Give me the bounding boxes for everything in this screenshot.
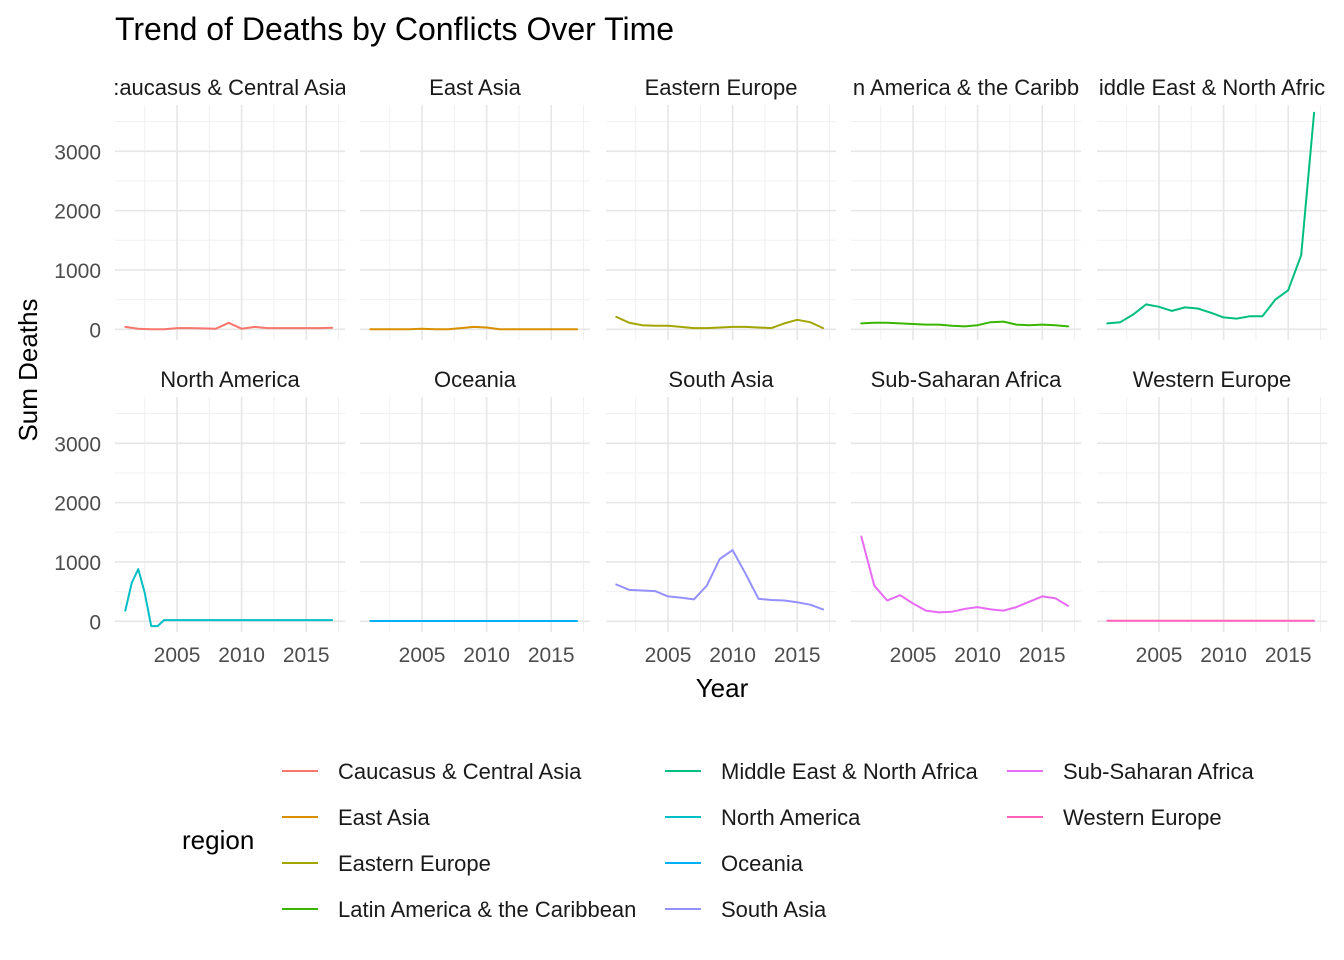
y-tick-label: 1000	[54, 552, 101, 575]
series-line	[615, 549, 825, 611]
legend-label: North America	[721, 805, 861, 830]
facet-strip-label: :aucasus & Central Asia	[113, 75, 347, 100]
facet-strip-label: South Asia	[668, 367, 774, 392]
facet-panel: n America & the Caribb	[851, 75, 1081, 340]
y-tick-label: 3000	[54, 433, 101, 456]
facet-strip-label: n America & the Caribb	[853, 75, 1079, 100]
x-axis-title: Year	[696, 673, 749, 703]
x-tick-label: 2010	[954, 644, 1001, 667]
legend-item: Sub-Saharan Africa	[1007, 759, 1255, 784]
legend-item: Western Europe	[1007, 805, 1222, 830]
facet-panels: :aucasus & Central Asia 0 1000 2000 3000 East…	[54, 75, 1327, 667]
facet-strip-label: Sub-Saharan Africa	[871, 367, 1063, 392]
facet-strip-label: iddle East & North Afric	[1099, 75, 1325, 100]
x-tick-label: 2005	[890, 644, 937, 667]
x-tick-label: 2015	[1265, 644, 1312, 667]
x-tick-label: 2015	[283, 644, 330, 667]
facet-strip-label: Western Europe	[1133, 367, 1292, 392]
x-tick-label: 2010	[709, 644, 756, 667]
facet-panel: East Asia	[360, 75, 590, 340]
series-line	[369, 325, 579, 331]
legend-item: North America	[665, 805, 861, 830]
legend-item: Eastern Europe	[282, 851, 491, 876]
x-tick-label: 2015	[1019, 644, 1066, 667]
facet-panel: South Asia 2005 2010 2015	[606, 367, 836, 667]
series-line	[1106, 111, 1316, 325]
y-tick-label: 1000	[54, 260, 101, 283]
legend-item: East Asia	[282, 805, 430, 830]
y-tick-label: 0	[89, 611, 101, 634]
facet-strip-label: North America	[160, 367, 300, 392]
facet-strip-label: East Asia	[429, 75, 521, 100]
x-tick-label: 2015	[528, 644, 575, 667]
legend: region Caucasus & Central Asia East Asia E…	[182, 759, 1255, 922]
y-tick-label: 0	[89, 319, 101, 342]
x-tick-label: 2010	[463, 644, 510, 667]
legend-item: Oceania	[665, 851, 804, 876]
x-tick-label: 2005	[154, 644, 201, 667]
legend-label: Latin America & the Caribbean	[338, 897, 636, 922]
x-tick-label: 2010	[1200, 644, 1247, 667]
legend-title: region	[182, 825, 254, 855]
facet-panel: North America 0 1000 2000 3000 2005 2010 2015	[54, 367, 345, 667]
legend-label: Eastern Europe	[338, 851, 491, 876]
series-line	[615, 315, 825, 330]
series-line	[124, 568, 334, 628]
facet-panel: Oceania 2005 2010 2015	[360, 367, 590, 667]
facet-panel: Sub-Saharan Africa 2005 2010 2015	[851, 367, 1081, 667]
series-line	[860, 535, 1070, 614]
series-line	[860, 320, 1070, 328]
x-tick-label: 2005	[645, 644, 692, 667]
legend-label: South Asia	[721, 897, 827, 922]
legend-label: Caucasus & Central Asia	[338, 759, 582, 784]
x-tick-label: 2015	[774, 644, 821, 667]
x-tick-label: 2005	[399, 644, 446, 667]
legend-label: Middle East & North Africa	[721, 759, 979, 784]
chart-title: Trend of Deaths by Conflicts Over Time	[115, 11, 674, 47]
legend-item: Caucasus & Central Asia	[282, 759, 582, 784]
y-axis-title: Sum Deaths	[13, 298, 43, 441]
x-tick-label: 2005	[1136, 644, 1183, 667]
legend-label: Oceania	[721, 851, 804, 876]
legend-item: Latin America & the Caribbean	[282, 897, 636, 922]
y-tick-label: 2000	[54, 201, 101, 224]
legend-label: Sub-Saharan Africa	[1063, 759, 1255, 784]
facet-panel: iddle East & North Afric	[1097, 75, 1327, 340]
legend-label: East Asia	[338, 805, 430, 830]
facet-panel: Eastern Europe	[606, 75, 836, 340]
x-tick-label: 2010	[218, 644, 265, 667]
facet-strip-label: Oceania	[434, 367, 517, 392]
legend-label: Western Europe	[1063, 805, 1222, 830]
y-tick-label: 2000	[54, 493, 101, 516]
series-line	[124, 321, 334, 331]
legend-item: Middle East & North Africa	[665, 759, 979, 784]
facet-strip-label: Eastern Europe	[645, 75, 798, 100]
facet-panel: Western Europe 2005 2010 2015	[1097, 367, 1327, 667]
y-tick-label: 3000	[54, 141, 101, 164]
facet-panel: :aucasus & Central Asia 0 1000 2000 3000	[54, 75, 347, 342]
legend-item: South Asia	[665, 897, 827, 922]
